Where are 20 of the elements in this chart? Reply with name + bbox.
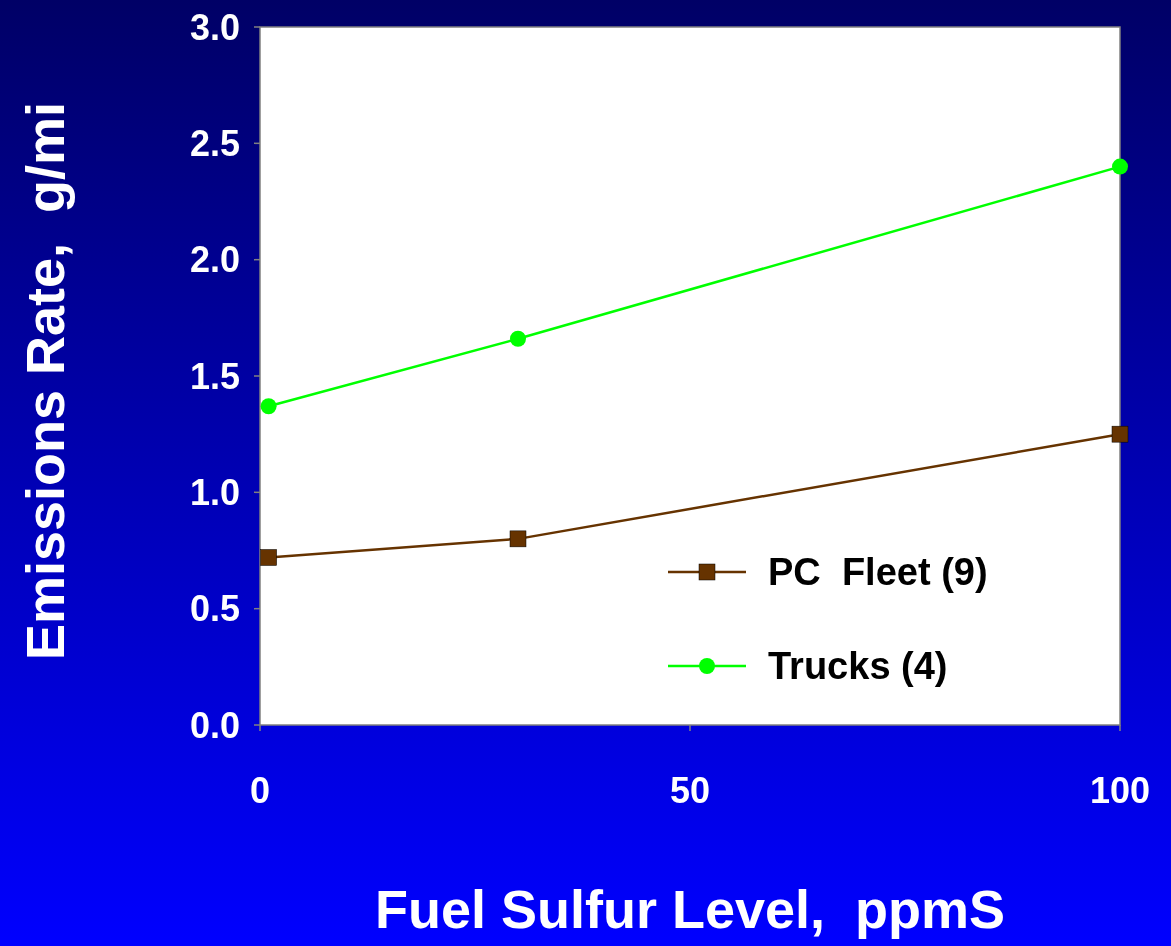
x-tick-label: 0 bbox=[249, 770, 271, 811]
x-tick-label: 100 bbox=[1089, 770, 1151, 811]
y-tick-label: 2.5 bbox=[189, 122, 240, 164]
x-tick-label: 50 bbox=[669, 770, 711, 811]
point bbox=[1111, 425, 1129, 443]
point bbox=[1112, 158, 1128, 175]
point bbox=[260, 549, 277, 566]
y-tick-label: 0.0 bbox=[189, 704, 240, 746]
legend-label: PC Fleet (9) bbox=[768, 551, 988, 594]
point bbox=[260, 398, 277, 415]
y-tick-label: 1.0 bbox=[189, 471, 240, 513]
point bbox=[509, 530, 527, 548]
y-tick-label: 0.5 bbox=[189, 588, 240, 630]
point bbox=[510, 330, 526, 347]
y-tick-label: 2.0 bbox=[189, 239, 240, 281]
y-tick-label: 3.0 bbox=[189, 6, 240, 48]
y-tick-label: 1.5 bbox=[189, 355, 240, 397]
x-axis-title: Fuel Sulfur Level, ppmS bbox=[374, 879, 1006, 939]
y-axis-title: Emissions Rate, g/mi bbox=[15, 101, 75, 661]
legend-label: Trucks (4) bbox=[768, 645, 948, 688]
